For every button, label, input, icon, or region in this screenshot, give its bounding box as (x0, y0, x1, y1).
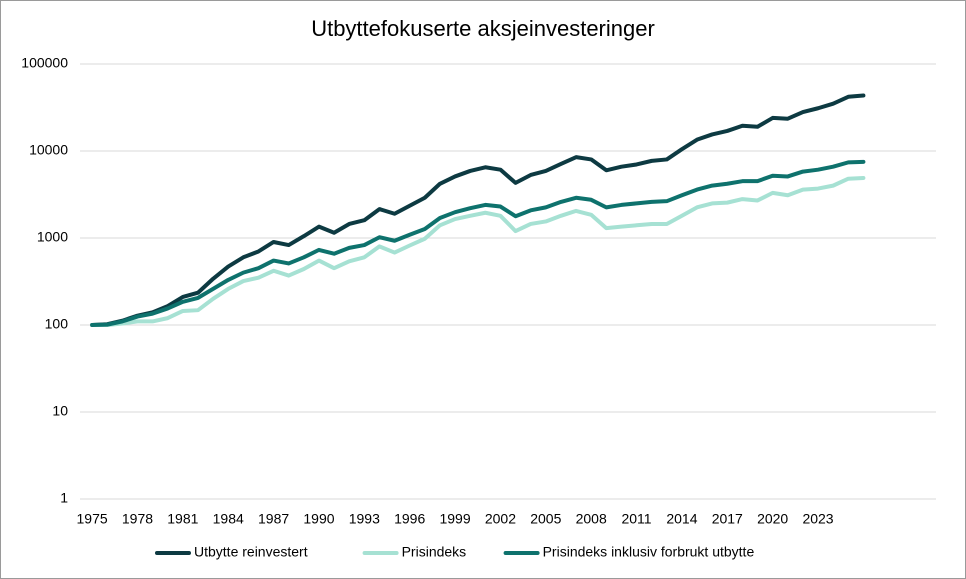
x-tick-label: 2008 (576, 511, 607, 527)
x-tick-label: 1987 (258, 511, 289, 527)
y-tick-label: 10 (52, 403, 68, 419)
x-tick-label: 1975 (77, 511, 108, 527)
legend-label: Utbytte reinvestert (194, 544, 308, 560)
y-tick-label: 100000 (21, 55, 68, 71)
line-series (90, 159, 866, 327)
x-tick-label: 2017 (712, 511, 743, 527)
y-tick-label: 10000 (29, 142, 68, 158)
x-tick-label: 1999 (439, 511, 470, 527)
x-tick-label: 1996 (394, 511, 425, 527)
x-tick-label: 2005 (530, 511, 561, 527)
x-tick-label: 2020 (757, 511, 788, 527)
line-series (90, 93, 866, 327)
legend-label: Prisindeks (402, 544, 467, 560)
y-tick-label: 1 (60, 490, 68, 506)
legend-label: Prisindeks inklusiv forbrukt utbytte (543, 544, 755, 560)
chart-title: Utbyttefokuserte aksjeinvesteringer (311, 16, 655, 41)
x-tick-label: 1993 (349, 511, 380, 527)
x-tick-label: 2011 (621, 511, 651, 527)
x-tick-label: 1978 (122, 511, 153, 527)
line-series (90, 175, 866, 327)
y-tick-label: 100 (45, 316, 69, 332)
x-tick-label: 1981 (167, 511, 198, 527)
x-tick-label: 2002 (485, 511, 516, 527)
x-tick-label: 2014 (666, 511, 697, 527)
x-tick-label: 2023 (802, 511, 833, 527)
x-tick-label: 1990 (303, 511, 334, 527)
y-tick-label: 1000 (37, 229, 68, 245)
x-tick-label: 1984 (213, 511, 244, 527)
